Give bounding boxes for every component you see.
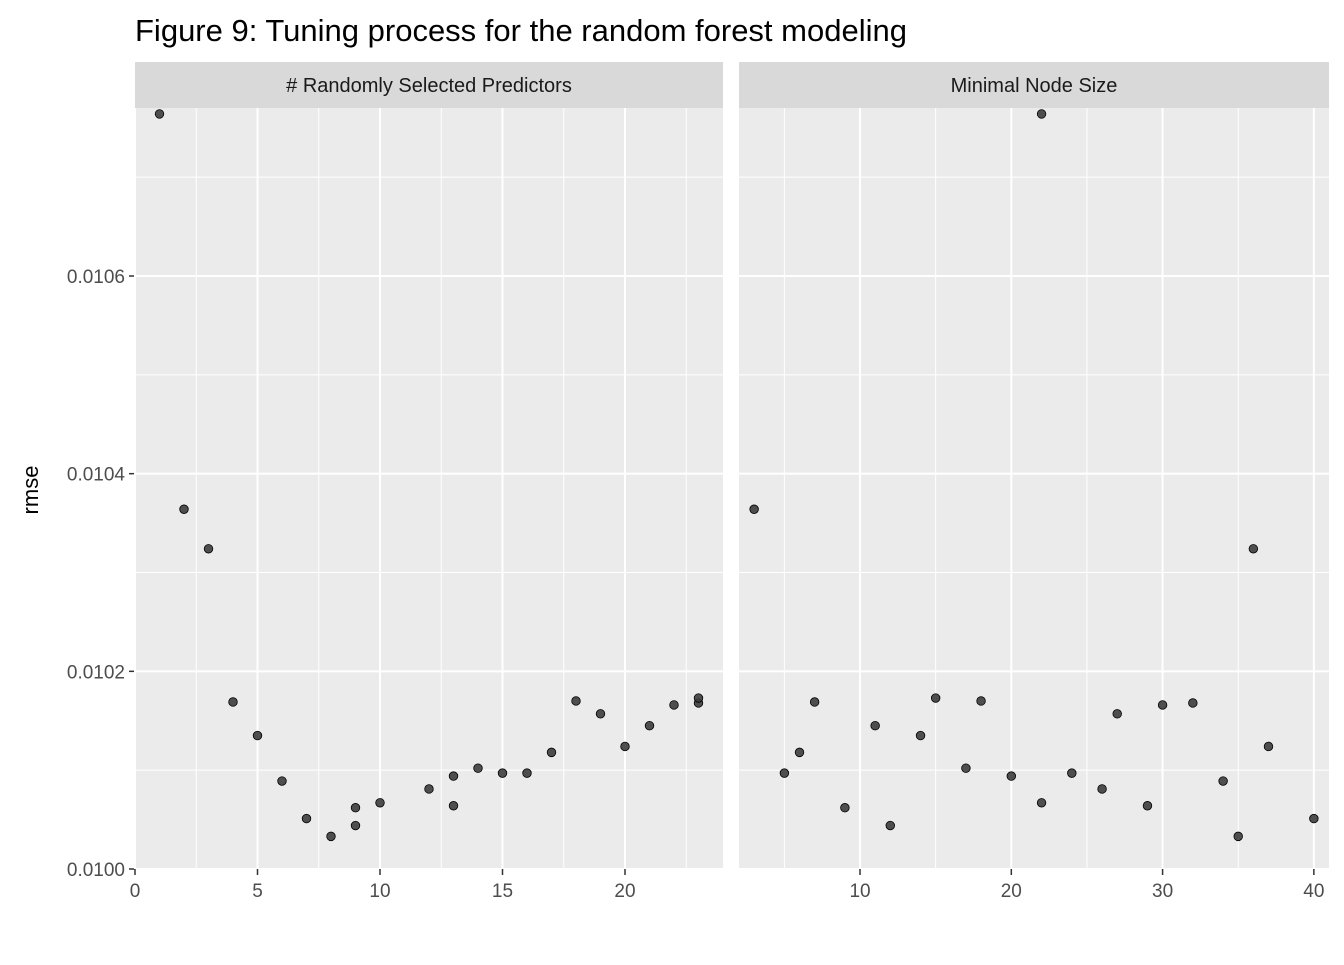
data-point — [350, 803, 361, 813]
x-tick-label: 30 — [1152, 881, 1173, 902]
x-tick-label: 10 — [369, 881, 390, 902]
chart-title: Figure 9: Tuning process for the random … — [135, 13, 907, 48]
y-axis-label: rmse — [18, 466, 43, 515]
data-point — [1036, 798, 1047, 808]
data-point — [252, 730, 263, 741]
data-point — [203, 544, 214, 554]
data-point — [809, 697, 820, 707]
facet-panel-1: # Randomly Selected Predictors 0 5 10 15 20 — [130, 62, 723, 902]
data-point — [1218, 776, 1228, 786]
panel-background — [739, 108, 1329, 869]
data-point — [976, 696, 986, 706]
data-point — [228, 697, 238, 707]
facet-strip — [135, 62, 723, 108]
data-point — [1157, 700, 1168, 710]
data-point — [448, 771, 459, 781]
y-tick-label: 0.0102 — [67, 662, 125, 683]
data-point — [1097, 784, 1107, 794]
data-point — [885, 820, 895, 831]
x-tick-label: 20 — [1001, 881, 1022, 902]
facet-strip-label: Minimal Node Size — [951, 75, 1118, 97]
data-point — [870, 720, 880, 731]
data-point — [1233, 831, 1243, 842]
x-tick-label: 5 — [252, 881, 263, 902]
data-point — [779, 768, 790, 778]
data-point — [620, 741, 630, 752]
facet-strip-label: # Randomly Selected Predictors — [286, 75, 572, 97]
x-tick-label: 10 — [849, 881, 870, 902]
data-point — [179, 504, 189, 514]
data-point — [1036, 109, 1047, 119]
data-point — [930, 693, 941, 703]
data-point — [1067, 768, 1077, 778]
data-point — [473, 763, 483, 773]
data-point — [1248, 544, 1259, 554]
data-point — [154, 109, 165, 119]
data-point — [693, 693, 704, 703]
panel-background — [135, 108, 723, 869]
data-point — [915, 730, 926, 741]
data-point — [424, 784, 434, 794]
y-tick-label: 0.0100 — [67, 860, 125, 881]
data-point — [794, 747, 805, 758]
x-tick-label: 40 — [1303, 881, 1324, 902]
data-point — [840, 803, 850, 813]
data-point — [644, 720, 655, 731]
data-point — [1142, 801, 1153, 811]
data-point — [669, 700, 679, 710]
data-point — [595, 709, 606, 719]
y-tick-label: 0.0104 — [67, 465, 126, 486]
data-point — [749, 504, 759, 514]
data-point — [522, 768, 532, 778]
data-point — [448, 801, 459, 811]
data-point — [961, 763, 971, 773]
data-point — [1309, 813, 1319, 824]
facet-strip — [739, 62, 1329, 108]
x-tick-label: 0 — [130, 881, 141, 902]
data-point — [1112, 709, 1122, 719]
data-point — [375, 798, 385, 808]
data-point — [277, 776, 287, 786]
x-tick-label: 15 — [492, 881, 513, 902]
data-point — [1263, 741, 1274, 752]
data-point — [350, 820, 361, 831]
data-point — [571, 696, 581, 706]
data-point — [301, 813, 312, 824]
data-point — [1188, 698, 1198, 708]
data-point — [326, 831, 336, 842]
data-point — [1006, 771, 1017, 781]
data-point — [546, 747, 557, 758]
data-point — [497, 768, 508, 778]
x-tick-label: 20 — [614, 881, 635, 902]
facet-panel-2: Minimal Node Size 10 20 30 40 — [739, 62, 1329, 902]
y-tick-label: 0.0106 — [67, 267, 125, 288]
